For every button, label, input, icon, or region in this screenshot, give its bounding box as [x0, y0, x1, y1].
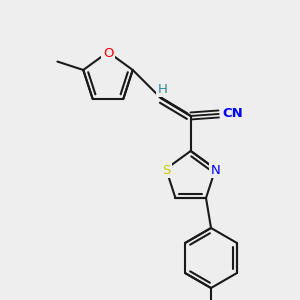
Text: S: S: [162, 164, 170, 177]
Text: O: O: [103, 47, 113, 60]
Text: CN: CN: [222, 107, 243, 120]
Text: H: H: [158, 83, 168, 96]
Text: N: N: [211, 164, 220, 177]
